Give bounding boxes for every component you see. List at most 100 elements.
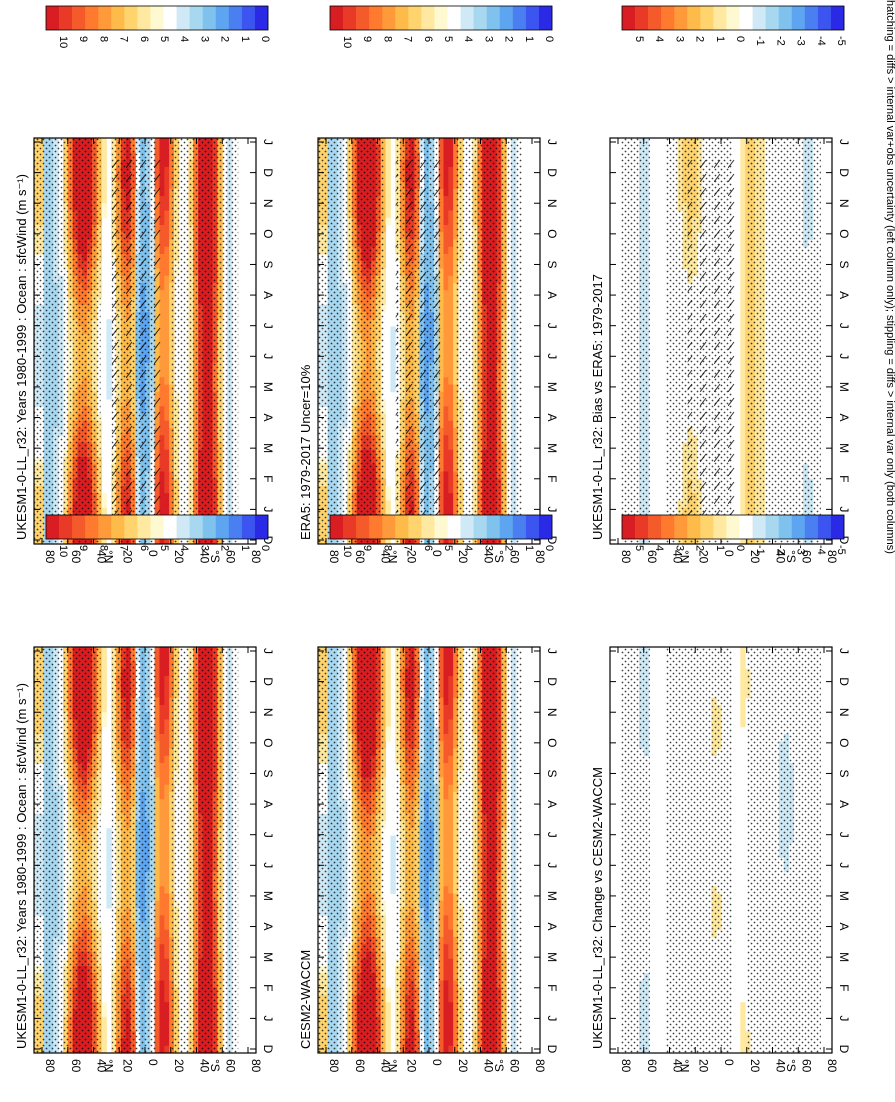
heatmap-cell <box>448 319 453 327</box>
heatmap-cell <box>740 370 745 378</box>
colorbar-tick-label: 0 <box>259 36 271 42</box>
colorbar-segment <box>59 515 72 539</box>
colorbar-tick-label: 7 <box>118 36 130 42</box>
colorbar-segment <box>753 6 766 30</box>
month-tick-label: A <box>837 291 851 299</box>
month-tick-label: N <box>261 199 275 208</box>
heatmap-cell <box>164 691 169 699</box>
colorbar-segment <box>661 6 674 30</box>
heatmap-cell <box>164 647 169 655</box>
colorbar-segment <box>111 6 124 30</box>
colorbar-segment <box>622 6 635 30</box>
heatmap-cell <box>102 182 107 190</box>
heatmap-cell <box>164 283 169 291</box>
month-tick-label: J <box>261 323 275 329</box>
heatmap-cell <box>390 327 395 335</box>
heatmap-cell <box>740 464 745 472</box>
heatmap-cell <box>448 486 453 494</box>
heatmap-cell <box>448 290 453 298</box>
colorbar-segment <box>177 515 190 539</box>
heatmap-cell <box>164 363 169 371</box>
colorbar-segment <box>805 6 818 30</box>
colorbar-tick-label: -3 <box>795 36 807 46</box>
heatmap-cell <box>164 261 169 269</box>
heatmap-cell <box>448 261 453 269</box>
colorbar-tick-label: 2 <box>219 545 231 551</box>
colorbar-segment <box>190 6 203 30</box>
heatmap-cell <box>448 414 453 422</box>
month-tick-label: J <box>837 323 851 329</box>
heatmap-cell <box>448 145 453 153</box>
heatmap-cell <box>159 662 164 670</box>
colorbar-tick-label: 9 <box>361 36 373 42</box>
heatmap-cell <box>448 203 453 211</box>
heatmap-cell <box>159 676 164 684</box>
heatmap-cell <box>740 218 745 226</box>
heatmap-cell <box>740 450 745 458</box>
month-tick-label: J <box>261 139 275 145</box>
colorbar-segment <box>242 6 255 30</box>
heatmap-cell <box>740 479 745 487</box>
colorbar-segment <box>408 6 421 30</box>
month-tick-label: M <box>837 443 851 453</box>
heatmap-cell <box>740 145 745 153</box>
heatmap-cell <box>740 203 745 211</box>
heatmap-cell <box>164 196 169 204</box>
heatmap-cell <box>448 406 453 414</box>
heatmap-cell <box>164 240 169 248</box>
colorbar-segment <box>85 6 98 30</box>
heatmap-cell <box>740 443 745 451</box>
heatmap-cell <box>102 174 107 182</box>
colorbar-segment <box>164 515 177 539</box>
colorbar-tick-label: 5 <box>633 36 645 42</box>
heatmap-cell <box>164 421 169 429</box>
month-tick-label: N <box>837 199 851 208</box>
heatmap-cell <box>106 363 111 371</box>
heatmap-cell <box>102 647 107 655</box>
colorbar-segment <box>203 6 216 30</box>
colorbar-tick-label: 4 <box>178 545 190 551</box>
lat-tick-label: 80 <box>533 550 547 564</box>
colorbar-segment <box>98 6 111 30</box>
heatmap-cell <box>102 676 107 684</box>
colorbar-tick-label: 9 <box>77 545 89 551</box>
heatmap-cell <box>164 472 169 480</box>
lat-tick-label: 60 <box>223 550 237 564</box>
heatmap-cell <box>164 290 169 298</box>
heatmap-cell <box>448 479 453 487</box>
heatmap-cell <box>740 174 745 182</box>
heatmap-cell <box>102 669 107 677</box>
heatmap-cell <box>448 225 453 233</box>
colorbar-segment <box>85 515 98 539</box>
heatmap-cell <box>448 501 453 509</box>
heatmap-cell <box>164 189 169 197</box>
stipple-overlay <box>621 138 650 544</box>
colorbar-tick-label: 4 <box>653 36 665 42</box>
month-tick-label: A <box>545 414 559 422</box>
month-tick-label: S <box>261 260 275 268</box>
heatmap-cell <box>386 196 391 204</box>
colorbar-segment <box>461 6 474 30</box>
colorbar-segment <box>203 515 216 539</box>
heatmap-cell <box>106 327 111 335</box>
heatmap-cell <box>102 203 107 211</box>
heatmap-cell <box>390 356 395 364</box>
month-tick-label: M <box>545 382 559 392</box>
heatmap-cell <box>106 370 111 378</box>
colorbar-segment <box>635 6 648 30</box>
heatmap-cell <box>102 501 107 509</box>
colorbar-tick-label: 7 <box>402 36 414 42</box>
lat-tick-label: 20 <box>172 550 186 564</box>
heatmap-cell <box>448 472 453 480</box>
colorbar-segment <box>700 6 713 30</box>
month-tick-label: J <box>837 139 851 145</box>
colorbar-segment <box>395 6 408 30</box>
heatmap-cell <box>740 348 745 356</box>
colorbar-segment <box>513 6 526 30</box>
heatmap-cell <box>164 276 169 284</box>
heatmap-cell <box>740 334 745 342</box>
colorbar-segment <box>421 6 434 30</box>
heatmap-cell <box>740 319 745 327</box>
colorbar-tick-label: 0 <box>543 36 555 42</box>
